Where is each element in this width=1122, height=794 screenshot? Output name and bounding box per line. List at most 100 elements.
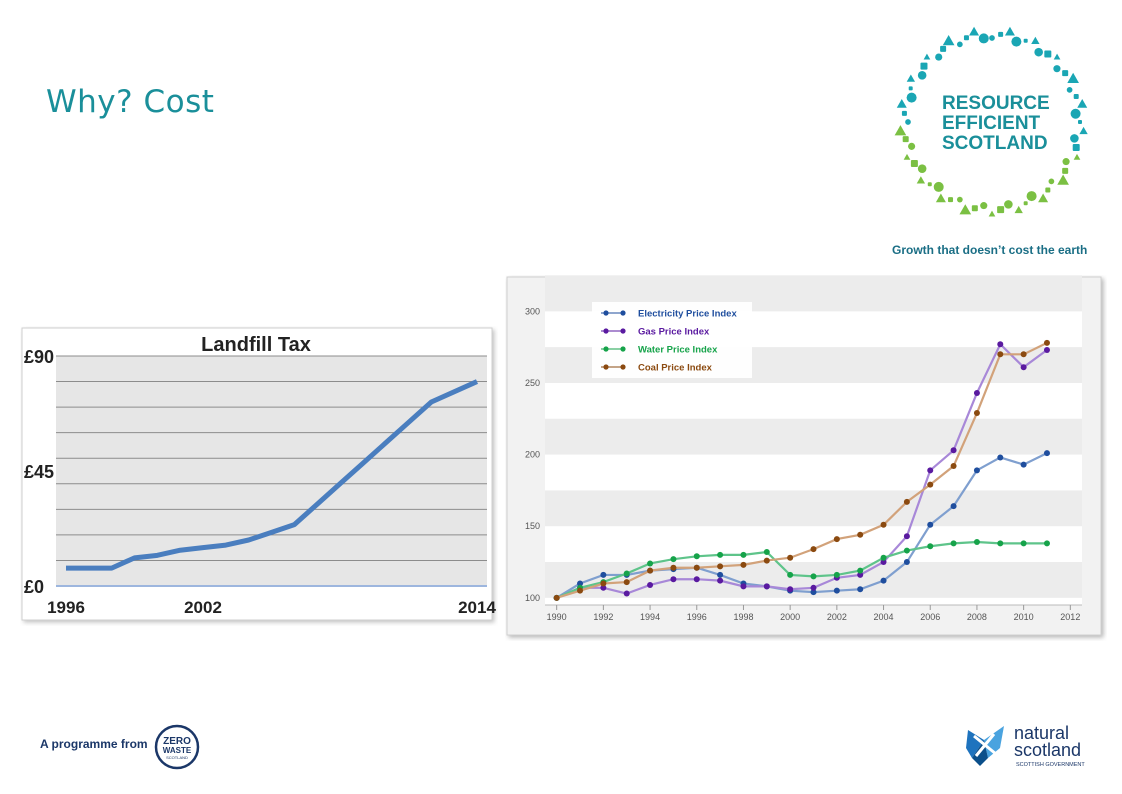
- series-point: [623, 590, 630, 597]
- series-point: [973, 410, 980, 417]
- legend-label: Water Price Index: [638, 345, 718, 356]
- series-point: [670, 564, 677, 571]
- zw-line-2: WASTE: [163, 746, 192, 755]
- logo-ring-icon: [910, 159, 918, 167]
- logo-ring-icon: [988, 210, 996, 217]
- chart1-xtick-label: 2002: [184, 598, 222, 617]
- logo-icon-ring: [894, 26, 1088, 217]
- chart2-xtick-label: 2012: [1060, 612, 1080, 622]
- logo-ring-icon: [917, 164, 927, 173]
- series-point: [577, 587, 584, 594]
- series-point: [927, 481, 934, 488]
- ns-line-1: natural: [1014, 723, 1069, 743]
- series-point: [833, 571, 840, 578]
- chart2-xtick-label: 2004: [874, 612, 894, 622]
- logo-ring-icon: [917, 71, 927, 80]
- logo-ring-icon: [978, 33, 989, 44]
- series-point: [787, 571, 794, 578]
- logo-ring-icon: [935, 53, 943, 61]
- series-point: [1020, 351, 1027, 358]
- series-point: [950, 447, 957, 454]
- logo-ring-icon: [906, 92, 917, 103]
- logo-ring-icon: [980, 202, 988, 210]
- series-point: [717, 551, 724, 558]
- chart2-xtick-label: 1990: [547, 612, 567, 622]
- series-point: [833, 587, 840, 594]
- series-point: [810, 573, 817, 580]
- logo-ring-icon: [908, 86, 913, 91]
- logo-ring-icon: [969, 26, 980, 36]
- logo-ring-icon: [956, 41, 963, 48]
- price-index-chart: 100 150 200 250 300 1990 1992 1994 1996 1998 2000…: [506, 275, 1102, 636]
- series-point: [997, 351, 1004, 358]
- logo-ring-icon: [940, 45, 947, 52]
- logo-ring-icon: [1004, 200, 1013, 209]
- chart2-band: [545, 490, 1082, 527]
- logo-ring-icon: [1079, 126, 1088, 135]
- legend-swatch-dot: [603, 346, 609, 352]
- series-point: [647, 560, 654, 567]
- saltire-butterfly-icon: [966, 726, 1004, 766]
- chart2-xtick-label: 2010: [1014, 612, 1034, 622]
- logo-ring-icon: [998, 31, 1004, 37]
- landfill-tax-line: [66, 379, 479, 571]
- chart1-xtick-label: 2014: [458, 598, 496, 617]
- series-point: [600, 580, 607, 587]
- logo-ring-icon: [1077, 99, 1088, 108]
- chart2-legend-box: [592, 302, 752, 378]
- logo-ring-icon: [1067, 72, 1079, 84]
- legend-swatch-dot: [603, 328, 609, 334]
- series-point: [810, 584, 817, 591]
- series-point: [903, 498, 910, 505]
- ns-line-3: SCOTTISH GOVERNMENT: [1016, 762, 1085, 768]
- series-point: [810, 589, 817, 596]
- series-point: [880, 554, 887, 561]
- series-point: [997, 341, 1004, 348]
- logo-ring-icon: [1062, 167, 1069, 174]
- legend-swatch-dot: [603, 364, 609, 370]
- series-point: [787, 586, 794, 593]
- series-line-2: [556, 540, 1047, 599]
- chart2-xtick-label: 2006: [920, 612, 940, 622]
- logo-ring-icon: [1066, 86, 1073, 93]
- logo-ring-icon: [896, 99, 907, 108]
- logo-ring-icon: [1011, 36, 1022, 47]
- series-point: [810, 546, 817, 553]
- programme-label: A programme from: [40, 737, 148, 751]
- logo-ring-icon: [1070, 108, 1081, 119]
- logo-ring-icon: [1057, 174, 1069, 185]
- series-point: [950, 503, 957, 510]
- chart2-ytick-label: 100: [525, 593, 540, 603]
- series-point: [600, 571, 607, 578]
- legend-swatch-dot: [620, 364, 626, 370]
- logo-ring-icon: [920, 62, 928, 70]
- logo-ring-icon: [989, 35, 995, 41]
- chart1-ytick-label: £45: [24, 462, 54, 482]
- series-point: [1043, 540, 1050, 547]
- series-point: [950, 540, 957, 547]
- logo-ring-icon: [1078, 120, 1082, 124]
- zw-line-3: SCOTLAND: [166, 755, 188, 760]
- series-point: [600, 584, 607, 591]
- chart2-ytick-label: 250: [525, 378, 540, 388]
- logo-ring-icon: [1034, 47, 1043, 57]
- series-point: [717, 563, 724, 570]
- series-point: [1043, 339, 1050, 346]
- series-point: [950, 463, 957, 470]
- series-point: [1020, 364, 1027, 371]
- series-point: [903, 533, 910, 540]
- series-point: [647, 581, 654, 588]
- logo-ring-icon: [906, 74, 916, 82]
- legend-swatch-dot: [603, 310, 609, 316]
- logo-ring-icon: [963, 35, 969, 41]
- zero-waste-scotland-logo: ZERO WASTE SCOTLAND: [154, 724, 200, 770]
- series-point: [693, 564, 700, 571]
- zw-line-1: ZERO: [163, 736, 191, 747]
- series-point: [857, 586, 864, 593]
- series-point: [740, 583, 747, 590]
- logo-ring-icon: [1053, 65, 1061, 73]
- series-point: [693, 576, 700, 583]
- logo-ring-icon: [927, 182, 932, 187]
- landfill-tax-chart: Landfill Tax £0 £45 £90 1996 2002 2014: [21, 327, 496, 621]
- legend-label: Gas Price Index: [638, 327, 710, 338]
